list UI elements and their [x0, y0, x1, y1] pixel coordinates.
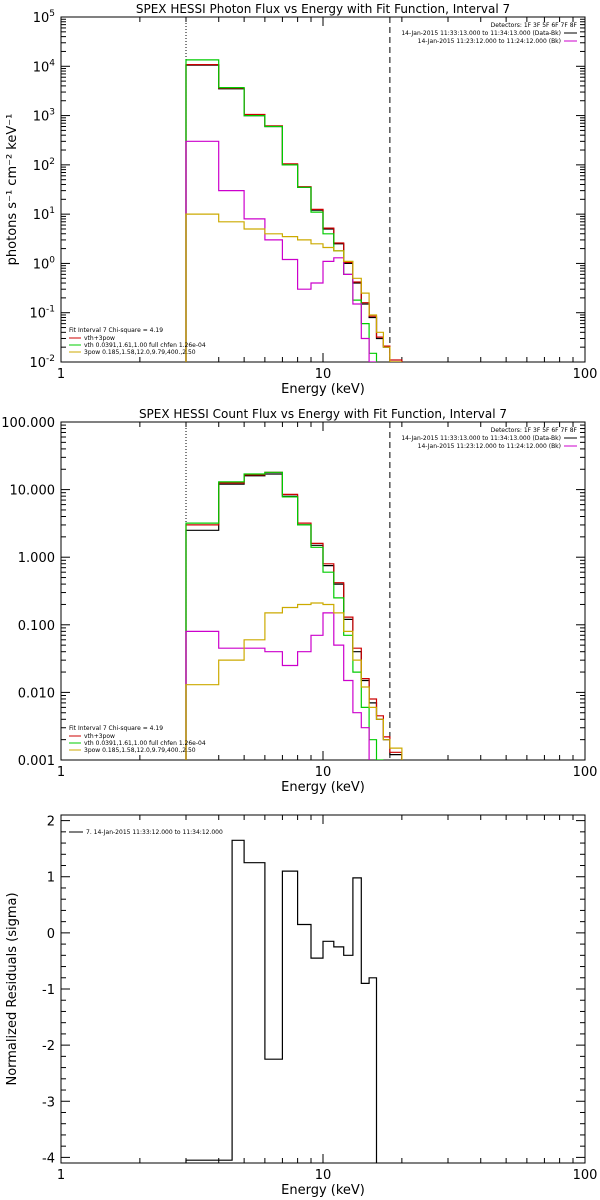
- y-tick-label: 101: [33, 206, 55, 223]
- y-tick-label: 104: [33, 58, 56, 75]
- y-tick-exponent: -1: [46, 305, 55, 315]
- background-interval-label: 14-Jan-2015 11:23:12.000 to 11:24:12.000…: [418, 38, 561, 45]
- background-interval-label: 14-Jan-2015 11:23:12.000 to 11:24:12.000…: [418, 443, 561, 450]
- residuals-panel: 1 10 100 Energy (keV) -4 -3 -2 -1 0 1 2 Normalized …: [5, 814, 598, 1198]
- y-tick-label: 10-2: [29, 354, 55, 371]
- y-tick-exponent: 3: [49, 108, 55, 118]
- series-line-4: [185, 602, 403, 760]
- y-tick-label: 10-1: [29, 305, 55, 322]
- y-tick-base: 10: [29, 356, 46, 371]
- y-tick-base: 10: [33, 257, 50, 272]
- plot-title: SPEX HESSI Photon Flux vs Energy with Fi…: [136, 2, 510, 16]
- plot-title: SPEX HESSI Count Flux vs Energy with Fit…: [139, 407, 507, 421]
- x-tick-label: 10: [315, 367, 332, 382]
- y-tick-label: 100.000: [1, 416, 55, 431]
- y-tick-label: 0.010: [18, 686, 55, 701]
- x-tick-label: 100: [573, 765, 598, 780]
- series-line-4: [185, 213, 402, 362]
- count-flux-panel: SPEX HESSI Count Flux vs Energy with Fit…: [1, 407, 597, 795]
- x-axis-label: Energy (keV): [281, 780, 365, 795]
- y-tick-exponent: 0: [49, 255, 55, 265]
- series-line-3: [185, 612, 370, 760]
- data-interval-label: 14-Jan-2015 11:33:13.000 to 11:34:13.000…: [401, 435, 561, 442]
- data-interval-label: 14-Jan-2015 11:33:13.000 to 11:34:13.000…: [401, 30, 561, 37]
- y-tick-base: 10: [33, 110, 50, 125]
- x-tick-label: 1: [57, 765, 65, 780]
- x-tick-label: 1: [57, 367, 65, 382]
- detectors-label: Detectors: 1F 3F 5F 6F 7F 8F: [491, 22, 578, 29]
- photon-flux-panel: SPEX HESSI Photon Flux vs Energy with Fi…: [5, 2, 598, 397]
- x-axis-label: Energy (keV): [281, 382, 365, 397]
- y-axis-label: photons s⁻¹ cm⁻² keV⁻¹: [5, 114, 20, 266]
- y-tick-label: -2: [42, 1039, 55, 1054]
- series-line-2: [185, 59, 403, 362]
- y-tick-label: 102: [33, 157, 55, 174]
- y-tick-exponent: 4: [49, 58, 55, 68]
- y-tick-label: -4: [42, 1151, 55, 1166]
- legend-entry-label: 7. 14-Jan-2015 11:33:12.000 to 11:34:12.…: [86, 829, 223, 836]
- y-tick-exponent: -2: [46, 354, 55, 364]
- y-tick-label: 0.001: [18, 754, 55, 769]
- y-tick-exponent: 1: [49, 206, 55, 216]
- x-tick-label: 10: [315, 1168, 332, 1183]
- y-tick-label: 1.000: [18, 551, 55, 566]
- fit-legend-header: Fit Interval 7 Chi-square = 4.19: [69, 725, 163, 732]
- legend-entry-label: vth 0.0391,1.61,1.00 full chfen 1.26e-04: [84, 342, 206, 349]
- y-tick-label: 105: [33, 9, 55, 26]
- x-tick-label: 10: [315, 765, 332, 780]
- legend-entry-label: vth+3pow: [84, 733, 115, 740]
- y-axis-label: Normalized Residuals (sigma): [5, 892, 20, 1085]
- y-tick-label: 0: [47, 927, 55, 942]
- x-axis-label: Energy (keV): [281, 1183, 365, 1198]
- y-tick-base: 10: [33, 60, 50, 75]
- y-tick-label: 103: [33, 108, 55, 125]
- x-tick-label: 1: [57, 1168, 65, 1183]
- plot-frame: [60, 814, 586, 1164]
- y-tick-exponent: 2: [49, 157, 55, 167]
- detectors-label: Detectors: 1F 3F 5F 6F 7F 8F: [491, 427, 578, 434]
- fit-legend-header: Fit Interval 7 Chi-square = 4.19: [69, 327, 163, 334]
- y-tick-exponent: 5: [49, 9, 55, 19]
- x-tick-label: 100: [573, 367, 598, 382]
- y-tick-label: -1: [42, 983, 55, 998]
- legend-entry-label: 3pow 0.185,1.58,12.0,9.79,400.,2.50: [84, 349, 196, 356]
- series-line-0: [185, 839, 378, 1163]
- legend-entry-label: vth 0.0391,1.61,1.00 full chfen 1.26e-04: [84, 740, 206, 747]
- plot-frame: [60, 421, 586, 761]
- x-tick-label: 100: [573, 1168, 598, 1183]
- y-tick-base: 10: [33, 159, 50, 174]
- y-tick-label: 100: [33, 255, 56, 272]
- y-tick-label: 0.100: [18, 619, 55, 634]
- y-tick-label: 1: [47, 871, 55, 886]
- series-line-2: [185, 471, 384, 760]
- legend-entry-label: 3pow 0.185,1.58,12.0,9.79,400.,2.50: [84, 747, 196, 754]
- y-tick-base: 10: [33, 11, 50, 26]
- y-tick-base: 10: [33, 208, 50, 223]
- y-tick-label: 10.000: [10, 484, 56, 499]
- series-line-3: [185, 140, 377, 362]
- legend-entry-label: vth+3pow: [84, 335, 115, 342]
- y-tick-base: 10: [29, 307, 46, 322]
- y-tick-label: 2: [47, 815, 55, 830]
- y-tick-label: -3: [42, 1095, 55, 1110]
- plot-frame: [60, 16, 586, 363]
